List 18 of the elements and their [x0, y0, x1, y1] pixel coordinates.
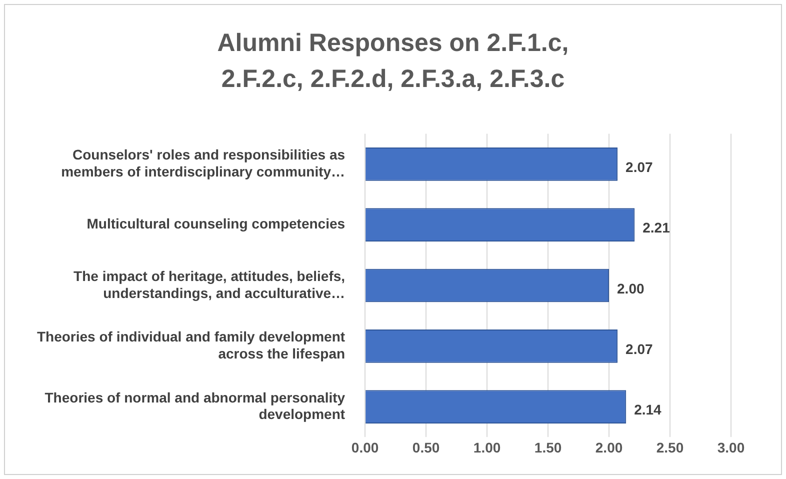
data-label: 2.21	[642, 220, 670, 236]
x-tick-label: 2.00	[595, 439, 623, 456]
x-tick-label: 0.50	[412, 439, 440, 456]
x-tick-label: 3.00	[717, 439, 745, 456]
chart-title: Alumni Responses on 2.F.1.c, 2.F.2.c, 2.F.2.d, 2.F.3.a, 2.F.3.c	[216, 28, 570, 95]
y-tick-label: The impact of heritage, attitudes, beliefs, understandings, and acculturative…	[74, 268, 346, 301]
data-label: 2.14	[634, 402, 662, 418]
data-label: 2.07	[626, 341, 654, 358]
y-tick-label: Theories of normal and abnormal personality development	[44, 389, 346, 422]
x-tick-label: 2.50	[656, 439, 684, 456]
x-tick-label: 0.00	[351, 439, 379, 456]
x-tick-label: 1.50	[534, 439, 562, 456]
y-tick-label: Multicultural counseling competencies	[86, 216, 346, 232]
x-tick-label: 1.00	[473, 439, 501, 456]
y-tick-label: Counselors' roles and responsibilities as members of interdisciplinary community…	[61, 146, 346, 180]
y-tick-label: Theories of individual and family development across the lifespan	[36, 328, 346, 362]
data-label: 2.00	[617, 280, 644, 296]
data-label: 2.07	[626, 159, 654, 175]
